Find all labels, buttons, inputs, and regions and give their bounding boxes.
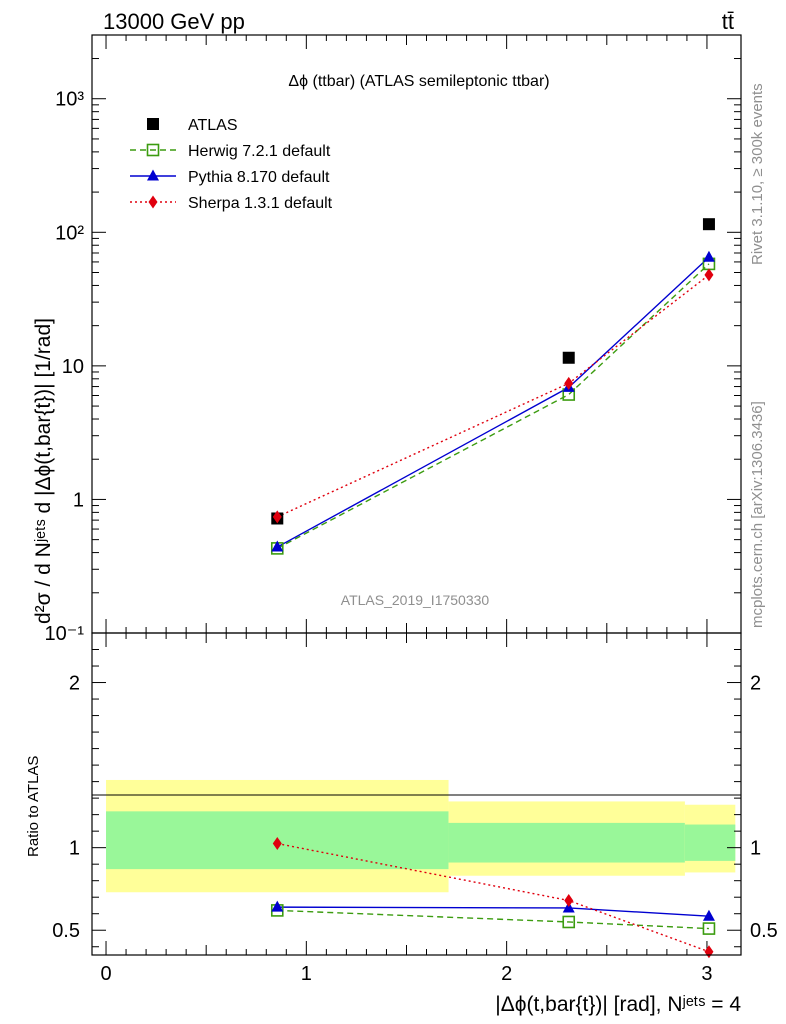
main-point-atlas [562, 351, 575, 364]
main-point-sherpa-1-3-1-default [704, 268, 714, 282]
ratio-point-sherpa-1-3-1-default [704, 945, 714, 959]
legend-label-herwig-7-2-1-default: Herwig 7.2.1 default [188, 143, 331, 160]
main-point-atlas [702, 218, 715, 231]
process-label: tt̄ [722, 9, 734, 34]
main-y-tick-label: 10² [55, 222, 84, 244]
legend-label-atlas: ATLAS [188, 117, 238, 134]
ratio-point-herwig-7-2-1-default [702, 922, 716, 935]
ratio-uncertainty-bands [106, 779, 736, 893]
main-axis-ticks [92, 34, 741, 634]
ratio-point-pythia-8-170-default [271, 900, 284, 912]
legend-label-pythia-8-170-default: Pythia 8.170 default [188, 169, 330, 186]
main-y-tick-label: 1 [73, 489, 84, 511]
legend-marker-pythia-8-170-default [147, 169, 159, 181]
main-line-pythia-8-170-default [276, 256, 710, 548]
ratio-y-tick-label-right: 0.5 [750, 920, 778, 942]
ratio-y-tick-label-left: 2 [69, 673, 80, 695]
ratio-panel: 0.5 0.5 1 1 2 2 0 1 2 3 Ratio to ATLAS |Δϕ(t,bar{… [25, 632, 778, 1016]
legend: ATLAS Herwig 7.2.1 default Pythia 8.170 de… [130, 117, 333, 212]
ratio-point-sherpa-1-3-1-default [564, 894, 574, 908]
legend-label-sherpa-1-3-1-default: Sherpa 1.3.1 default [188, 195, 333, 212]
ratio-data-points [270, 837, 716, 959]
ratio-tick-labels: 0.5 0.5 1 1 2 2 0 1 2 3 [52, 673, 778, 985]
legend-marker-atlas [147, 118, 159, 130]
ratio-point-sherpa-1-3-1-default [272, 837, 282, 851]
main-data-points [270, 218, 716, 555]
ratio-band-green [448, 822, 685, 863]
ratio-y-tick-label-right: 1 [750, 838, 761, 860]
ratio-line-herwig-7-2-1-default [277, 909, 709, 930]
ratio-x-tick-label: 0 [100, 963, 111, 985]
ratio-y-tick-label-left: 0.5 [52, 920, 80, 942]
ratio-y-tick-label-right: 2 [750, 673, 761, 695]
ratio-x-tick-label: 2 [501, 963, 512, 985]
main-line-herwig-7-2-1-default [276, 263, 710, 550]
legend-marker-sherpa-1-3-1-default [148, 195, 158, 209]
main-point-sherpa-1-3-1-default [564, 376, 574, 390]
ratio-point-pythia-8-170-default [702, 909, 715, 921]
ratio-frame [91, 632, 742, 956]
x-axis-label: |Δϕ(t,bar{t})| [rad], Nʲᵉᵗˢ = 4 [495, 993, 741, 1016]
ratio-axis-ticks [92, 633, 741, 955]
main-point-pythia-8-170-default [271, 540, 284, 552]
analysis-watermark: ATLAS_2019_I1750330 [341, 592, 490, 608]
rivet-label: Rivet 3.1.10, ≥ 300k events [749, 83, 766, 265]
ratio-y-tick-label-left: 1 [69, 838, 80, 860]
main-y-axis-label: d²σ / d Nʲᵉᵗˢ d |Δϕ(t,bar{t})| [1/rad] [32, 318, 55, 624]
mcplots-label: mcplots.cern.ch [arXiv:1306.3436] [749, 401, 766, 628]
ratio-point-herwig-7-2-1-default [562, 915, 576, 929]
main-y-tick-labels: 10⁻¹ 1 10 10² 10³ [45, 89, 85, 645]
main-title: Δϕ (ttbar) (ATLAS semileptonic ttbar) [288, 73, 549, 90]
main-point-sherpa-1-3-1-default [272, 510, 282, 524]
main-y-tick-label: 10 [62, 356, 84, 378]
main-panel: Δϕ (ttbar) (ATLAS semileptonic ttbar) AT… [32, 34, 742, 645]
main-y-tick-label: 10⁻¹ [45, 623, 85, 645]
ratio-x-tick-label: 3 [701, 963, 712, 985]
ratio-band-green [684, 824, 736, 861]
ratio-x-tick-label: 1 [301, 963, 312, 985]
main-series-lines [276, 256, 710, 550]
main-y-tick-label: 10³ [55, 89, 84, 111]
main-point-pythia-8-170-default [702, 250, 715, 262]
main-line-sherpa-1-3-1-default [276, 274, 710, 518]
legend-marker-herwig-7-2-1-default [146, 143, 160, 157]
ratio-y-axis-label: Ratio to ATLAS [25, 756, 42, 857]
ratio-line-pythia-8-170-default [277, 906, 709, 917]
energy-label: 13000 GeV pp [103, 9, 245, 34]
